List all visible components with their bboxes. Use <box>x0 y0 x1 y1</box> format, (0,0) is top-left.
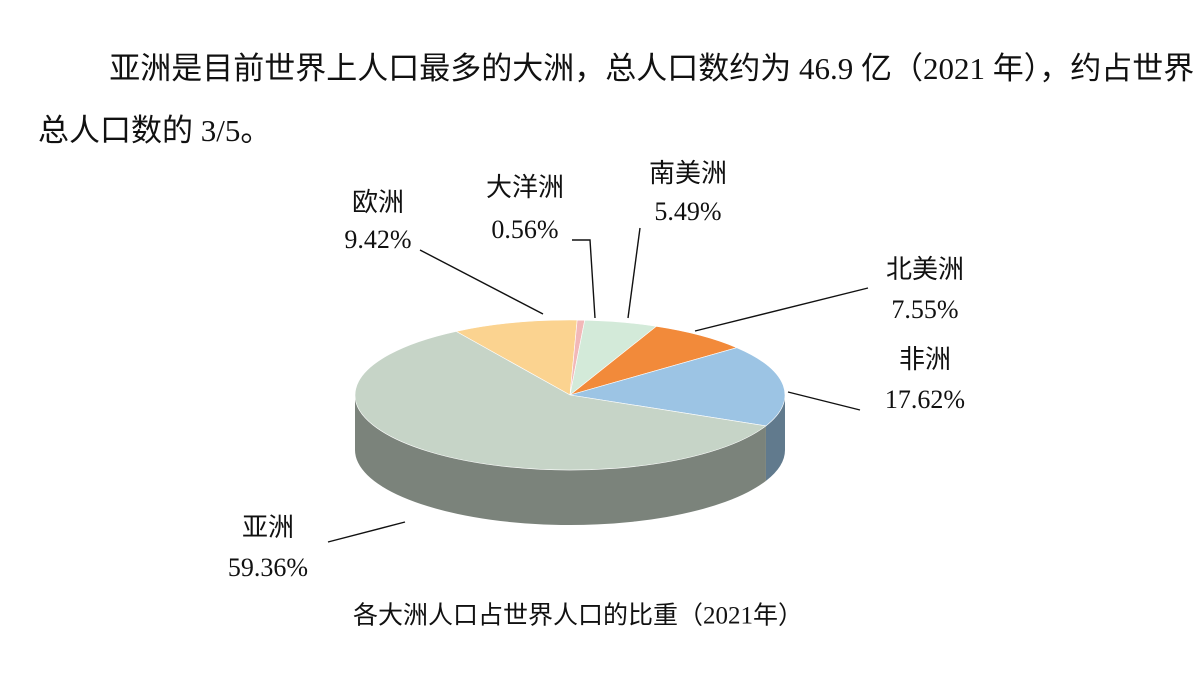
value-label: 5.49% <box>654 197 721 226</box>
slice <box>569 347 786 427</box>
slice-label: 欧洲 <box>352 188 404 217</box>
paragraph: 亚洲是目前世界上人口最多的大洲，总人口数约为 46.9 亿（2021 年），约占… <box>38 51 1195 148</box>
slice <box>455 319 578 396</box>
slice-label: 非洲 <box>899 345 951 374</box>
slice <box>569 326 738 396</box>
value-label: 7.55% <box>891 295 958 324</box>
value-label: 9.42% <box>344 225 411 254</box>
slice-label: 北美洲 <box>886 255 964 284</box>
leader-line <box>694 287 869 332</box>
value-label: 59.36% <box>228 553 308 582</box>
slice <box>354 331 767 471</box>
slice-label: 大洋洲 <box>486 173 564 202</box>
slice-label: 亚洲 <box>242 513 294 542</box>
slice-label: 南美洲 <box>649 159 727 188</box>
value-label: 0.56% <box>491 215 558 244</box>
leader-line <box>327 521 406 543</box>
leader-line <box>419 249 544 315</box>
chart-title: 各大洲人口占世界人口的比重（2021年） <box>353 602 803 630</box>
value-label: 17.62% <box>885 385 965 414</box>
leader-line <box>627 227 641 319</box>
leader-line <box>572 239 596 319</box>
slice-side <box>354 395 766 526</box>
leader-line <box>787 391 861 411</box>
slice-side <box>765 395 785 481</box>
